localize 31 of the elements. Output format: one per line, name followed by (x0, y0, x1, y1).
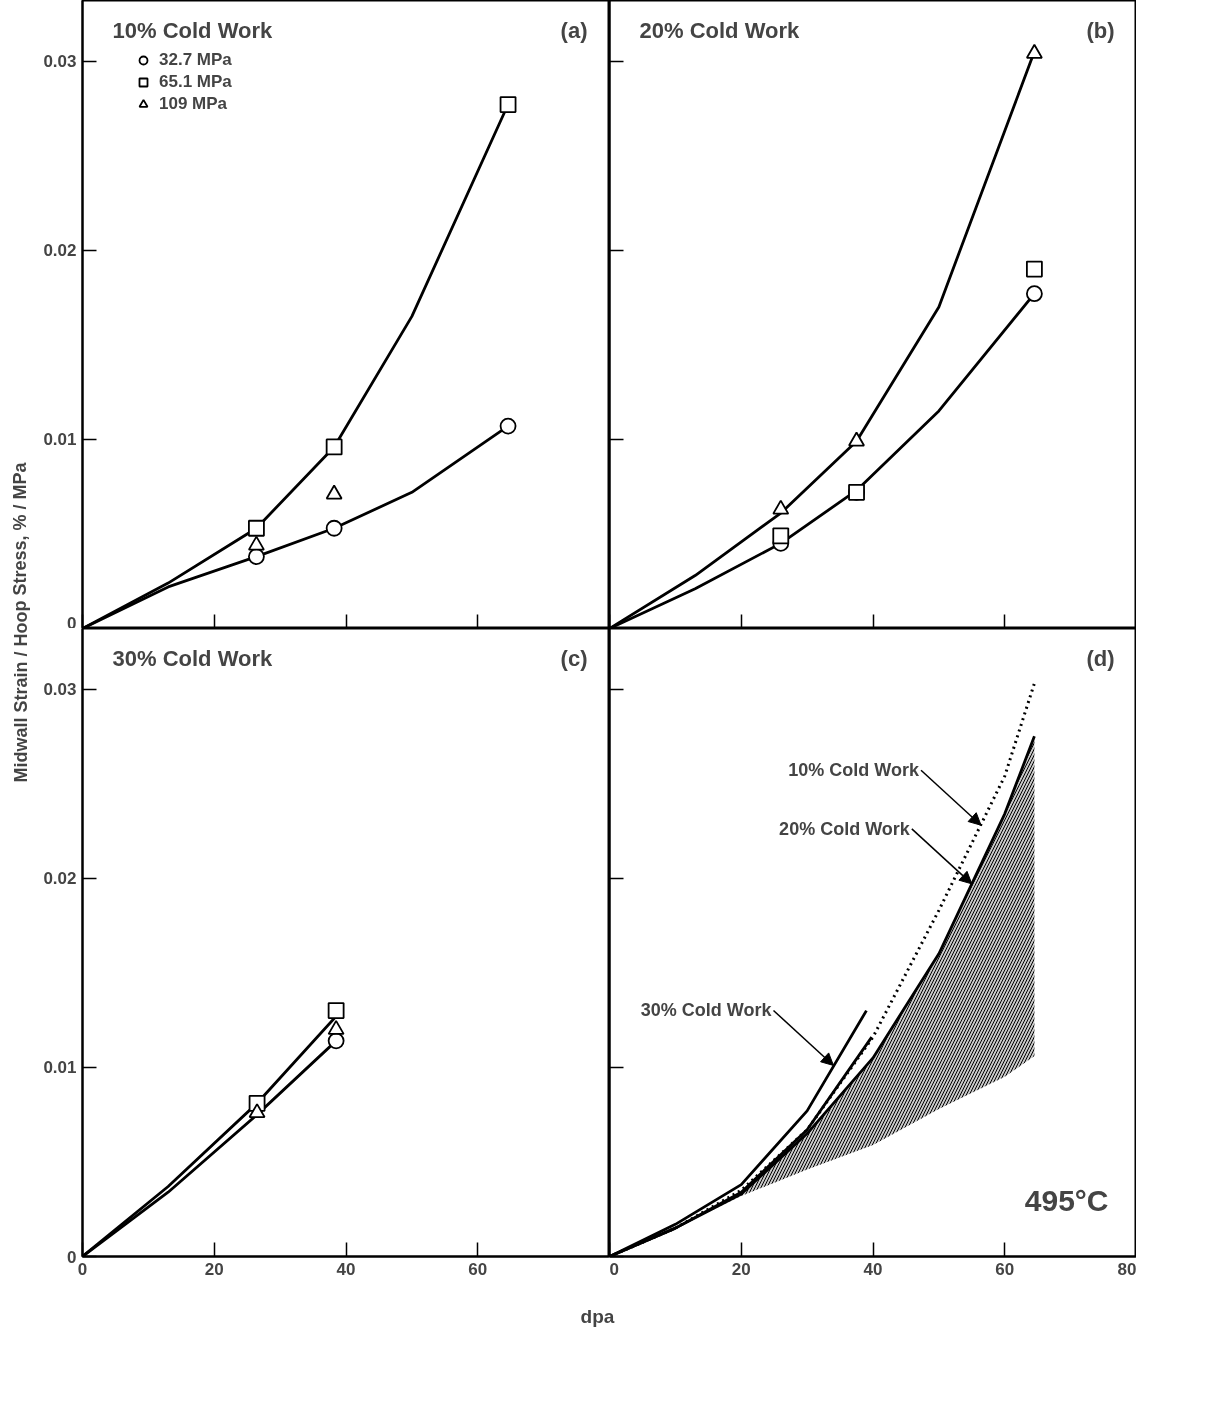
legend-label: 32.7 MPa (159, 50, 232, 70)
x-tick-label: 60 (995, 1259, 1015, 1279)
annotation: (a) (560, 17, 588, 43)
annotation: (d) (1086, 645, 1115, 671)
annotation: 30% Cold Work (640, 1000, 773, 1021)
x-tick-label: 0 (609, 1259, 619, 1279)
y-tick-label: 0.03 (43, 52, 77, 72)
x-tick-label: 40 (863, 1259, 883, 1279)
x-tick-label: 20 (731, 1259, 751, 1279)
text: 10% Cold Work (112, 17, 273, 43)
x-tick-label: 20 (204, 1259, 224, 1279)
legend-label: 65.1 MPa (159, 72, 232, 92)
legend-label: 109 MPa (159, 94, 228, 114)
y-tick-label: 0.01 (43, 1058, 77, 1078)
y-tick-label: 0.02 (43, 241, 77, 261)
annotation: (c) (560, 645, 588, 671)
y-tick-label: 0.02 (43, 869, 77, 889)
x-tick-label: 80 (1117, 1259, 1137, 1279)
y-tick-label: 0 (67, 613, 77, 633)
annotation: (b) (1086, 17, 1115, 43)
x-axis-title: dpa (580, 1306, 615, 1327)
y-tick-label: 0.01 (43, 430, 77, 450)
text: 20% Cold Work (639, 17, 800, 43)
annotation: 20% Cold Work (779, 818, 911, 839)
x-tick-label: 40 (336, 1259, 356, 1279)
y-axis-title: Midwall Strain / Hoop Stress, % / MPa (10, 461, 31, 783)
text: 30% Cold Work (112, 645, 273, 671)
annotation: 10% Cold Work (788, 760, 921, 781)
annotation: 495°C (1024, 1183, 1109, 1217)
y-tick-label: 0.03 (43, 680, 77, 700)
x-tick-label: 60 (468, 1259, 488, 1279)
